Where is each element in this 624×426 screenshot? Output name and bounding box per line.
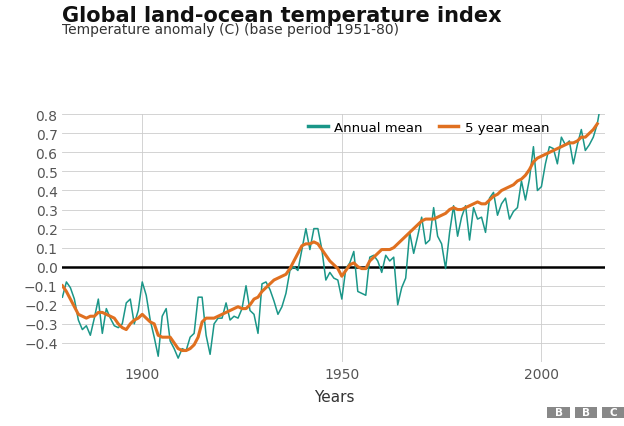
Text: Temperature anomaly (C) (base period 1951-80): Temperature anomaly (C) (base period 195… — [62, 23, 399, 37]
X-axis label: Years: Years — [314, 389, 354, 404]
Text: C: C — [610, 408, 617, 417]
Legend: Annual mean, 5 year mean: Annual mean, 5 year mean — [308, 121, 550, 135]
Text: B: B — [555, 408, 563, 417]
Text: Global land-ocean temperature index: Global land-ocean temperature index — [62, 6, 502, 26]
Text: B: B — [582, 408, 590, 417]
